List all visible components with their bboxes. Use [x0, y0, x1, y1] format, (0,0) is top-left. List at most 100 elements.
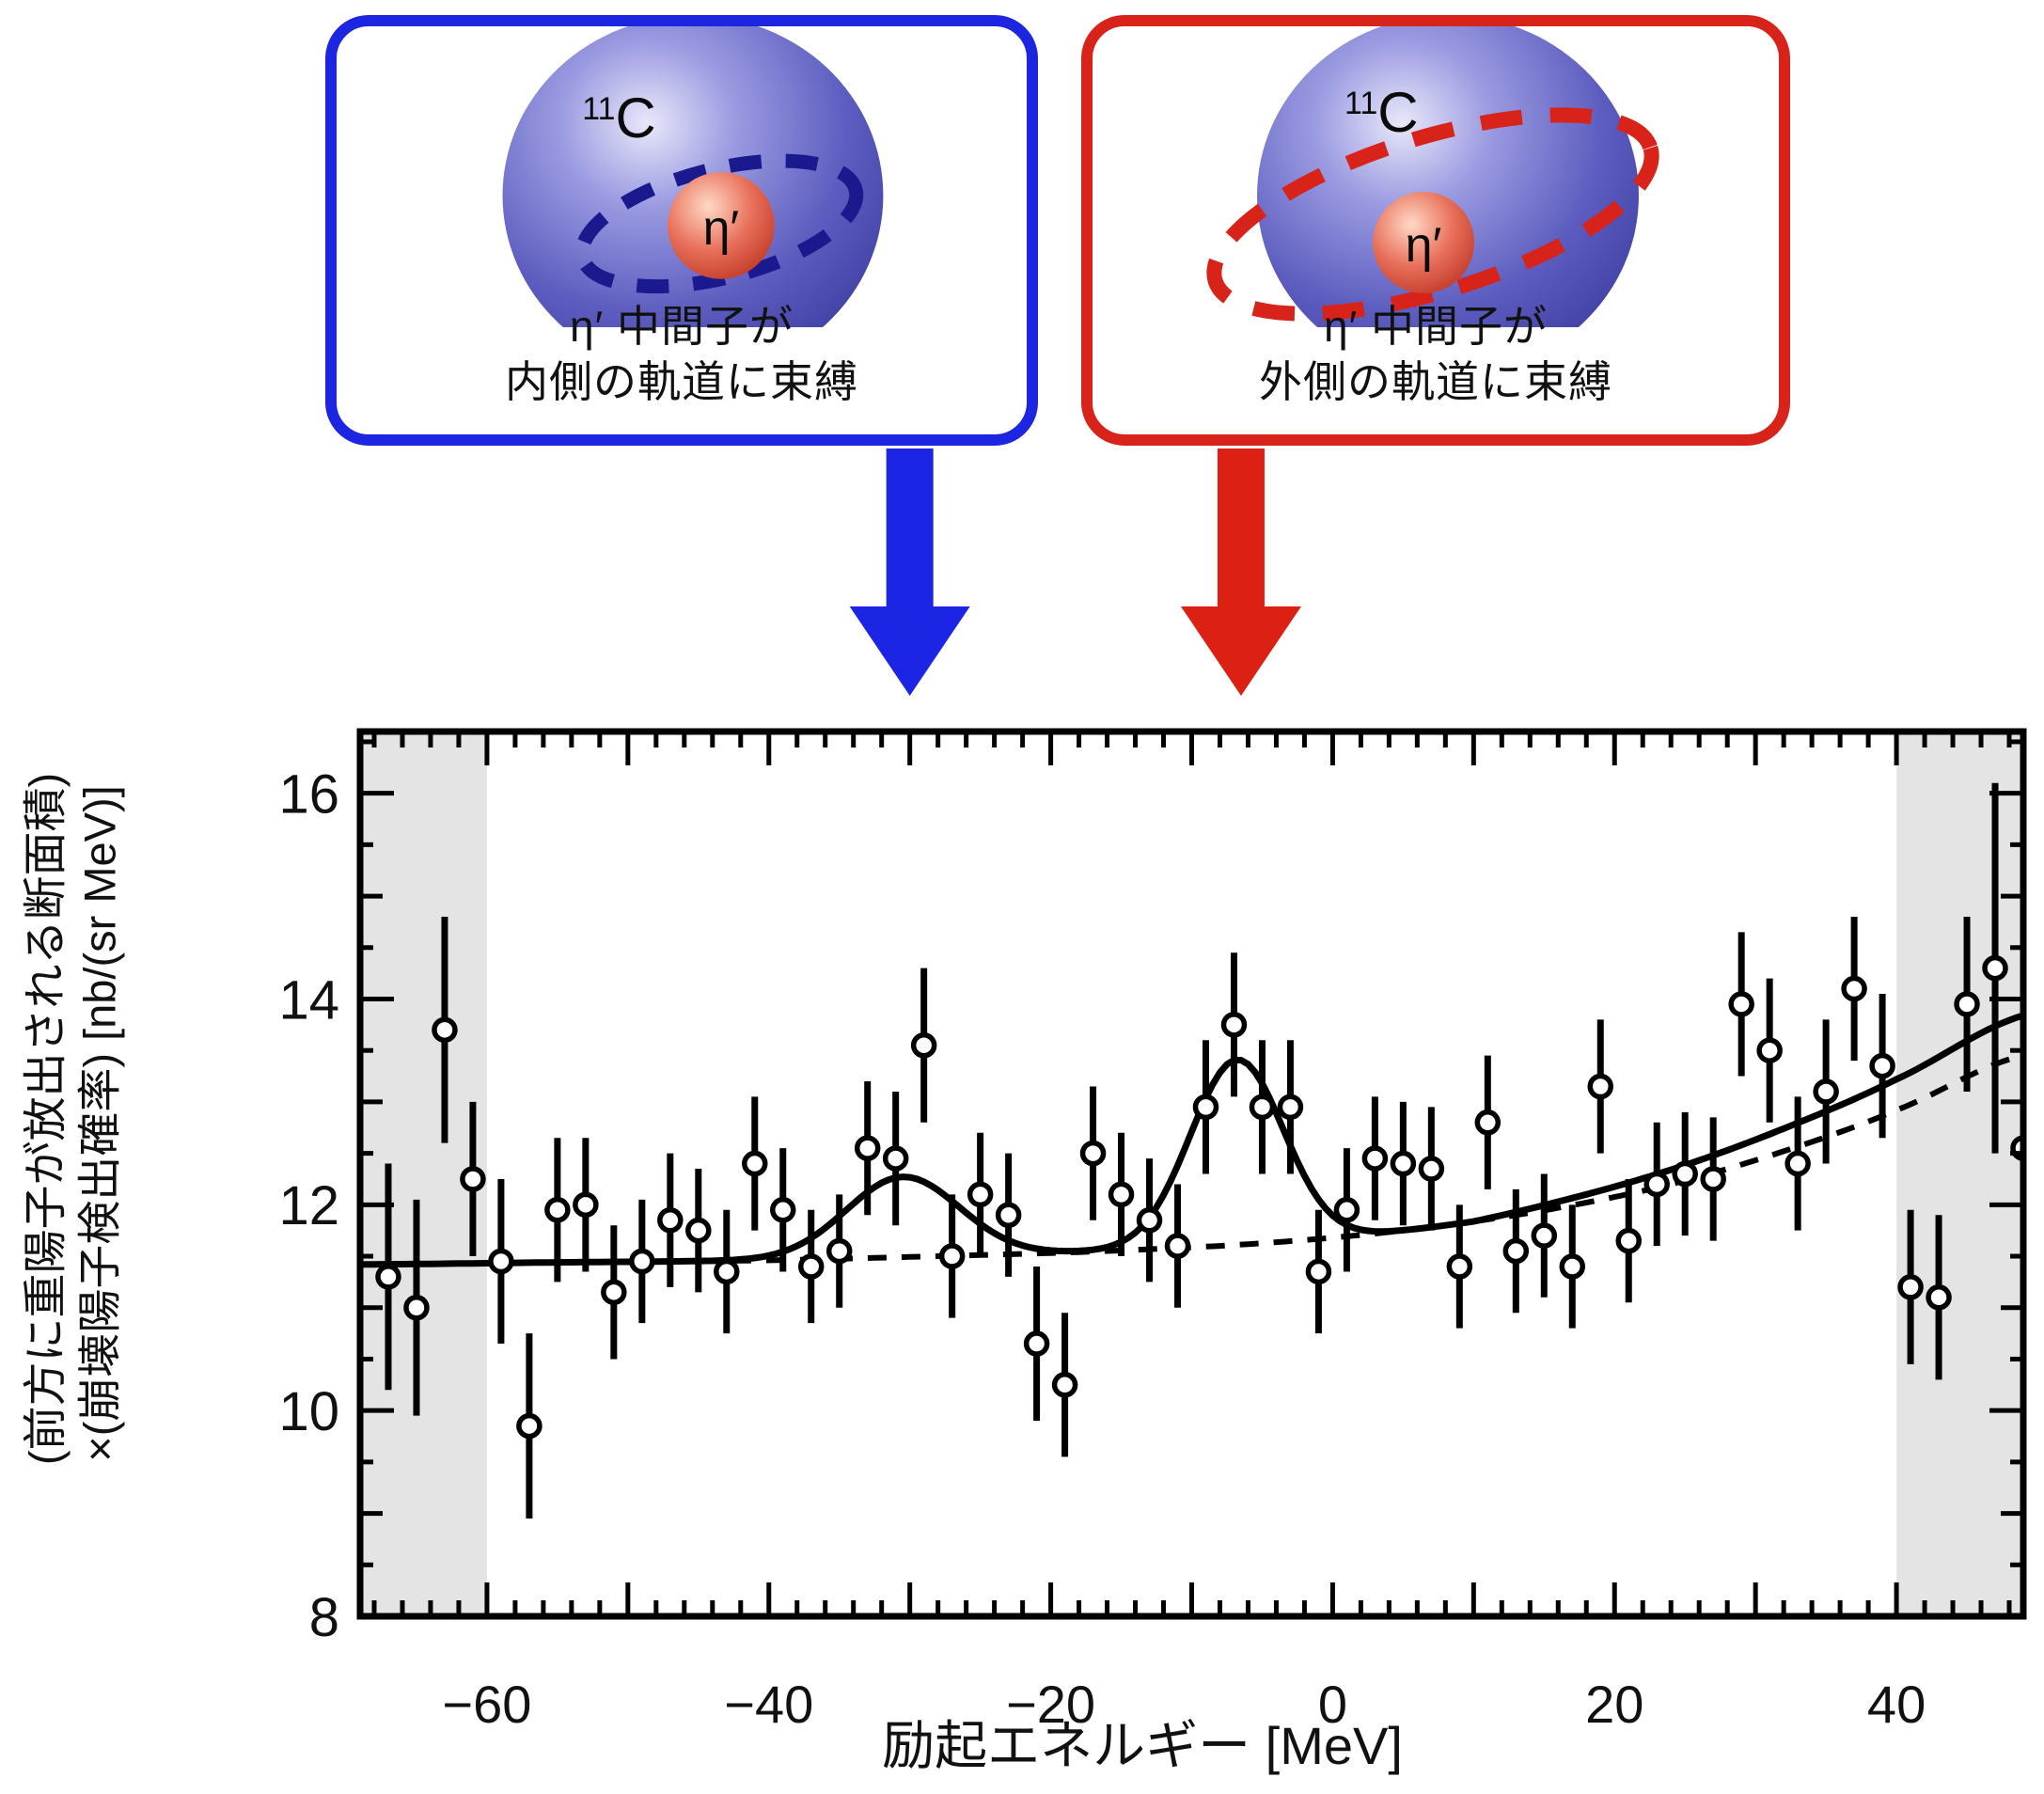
data-marker [938, 1243, 966, 1269]
data-point [1502, 1188, 1530, 1314]
data-point [403, 1199, 430, 1416]
data-marker [1700, 1166, 1726, 1192]
data-marker [1079, 1140, 1107, 1167]
data-point [910, 968, 937, 1123]
data-marker [1841, 975, 1867, 1002]
data-marker [1333, 1197, 1360, 1223]
data-point [1926, 1215, 1952, 1380]
data-marker [375, 1264, 401, 1290]
data-marker [601, 1279, 627, 1306]
data-marker [1785, 1150, 1811, 1177]
inner-orbit-caption: η′ 中間子が 内側の軌道に束縛 [337, 299, 1027, 410]
data-point [1756, 978, 1783, 1123]
data-point [1305, 1209, 1332, 1334]
data-point [488, 1178, 514, 1345]
data-marker [882, 1145, 909, 1172]
data-marker [1559, 1253, 1586, 1280]
data-point [601, 1225, 627, 1360]
data-marker [573, 1191, 599, 1219]
data-marker [797, 1253, 825, 1280]
data-point [629, 1199, 655, 1324]
y-axis-label-line2: ×(崩壊陽子検出確率) [nb/(sr MeV)] [74, 785, 125, 1462]
data-marker [516, 1412, 542, 1440]
caption-line-1: η′ 中間子が [570, 302, 794, 352]
data-marker [1954, 991, 1980, 1017]
data-point [544, 1138, 571, 1283]
data-marker [544, 1197, 571, 1223]
data-marker [714, 1258, 740, 1285]
data-point [1333, 1148, 1360, 1272]
isotope-label: 11C [582, 87, 655, 150]
x-tick-label: −60 [442, 1675, 531, 1734]
data-point [1164, 1184, 1191, 1308]
background-fit-dashed-curve [360, 1052, 2023, 1267]
data-point [1643, 1122, 1670, 1247]
inner-orbit-box: 11C η′ η′ 中間子が 内側の軌道に束縛 [325, 15, 1038, 446]
data-marker [1672, 1160, 1698, 1188]
data-marker [967, 1181, 994, 1208]
data-marker [1277, 1094, 1304, 1121]
data-point [1249, 1040, 1276, 1174]
data-point [1954, 916, 1980, 1092]
data-marker [1023, 1330, 1050, 1357]
data-point [516, 1333, 542, 1519]
x-tick-labels: −60 −40 −20 0 20 40 [442, 1675, 1926, 1734]
data-marker [1220, 1012, 1248, 1038]
isotope-label: 11C [1344, 81, 1419, 144]
red-arrow [1180, 448, 1301, 696]
y-tick-label: 16 [278, 764, 339, 826]
data-point [573, 1138, 599, 1272]
x-tick-label: 40 [1867, 1675, 1926, 1734]
data-point [1220, 952, 1248, 1097]
data-marker [910, 1031, 937, 1059]
data-point [1474, 1055, 1502, 1189]
data-marker [769, 1197, 796, 1223]
y-tick-label: 14 [278, 969, 339, 1031]
nucleus-illustration-inner: 11C η′ [502, 26, 884, 327]
data-point [1277, 1040, 1304, 1174]
data-point [1390, 1101, 1417, 1226]
data-marker [1164, 1233, 1191, 1259]
data-marker [1756, 1037, 1783, 1063]
data-marker [854, 1135, 881, 1161]
data-marker [1643, 1171, 1670, 1198]
caption-line-2: 外側の軌道に束縛 [1259, 357, 1612, 407]
x-tick-label: 0 [1318, 1675, 1347, 1734]
data-point [657, 1153, 684, 1287]
data-marker [825, 1237, 853, 1265]
data-point [882, 1091, 909, 1226]
data-points [375, 782, 2023, 1519]
data-marker [1813, 1078, 1839, 1105]
caption-line-1: η′ 中間子が [1324, 302, 1548, 352]
data-marker [1615, 1227, 1642, 1254]
data-marker [403, 1294, 430, 1321]
data-point [1108, 1132, 1135, 1257]
data-point [1672, 1111, 1698, 1236]
data-point [967, 1132, 994, 1257]
data-point [1023, 1266, 1050, 1422]
data-point [1446, 1204, 1473, 1329]
data-point [1079, 1086, 1107, 1220]
blue-arrow [849, 448, 970, 696]
data-point [1841, 916, 1867, 1062]
x-tick-label: 20 [1585, 1675, 1643, 1734]
data-marker [657, 1206, 684, 1234]
eta-prime-ball [668, 172, 775, 279]
data-point [1785, 1096, 1811, 1231]
data-point [685, 1169, 712, 1293]
x-ticks [371, 732, 2012, 1616]
data-marker [1446, 1253, 1473, 1280]
data-marker [1051, 1372, 1078, 1398]
data-marker [1249, 1094, 1276, 1121]
data-marker [1587, 1073, 1614, 1100]
inner-orbit-dashed-ellipse [574, 153, 864, 294]
data-point [1418, 1107, 1445, 1231]
data-marker [460, 1166, 486, 1192]
data-marker [432, 1016, 458, 1044]
data-marker [685, 1217, 712, 1244]
data-point [1869, 994, 1895, 1139]
y-tick-label: 8 [309, 1587, 339, 1648]
data-point [797, 1209, 825, 1324]
